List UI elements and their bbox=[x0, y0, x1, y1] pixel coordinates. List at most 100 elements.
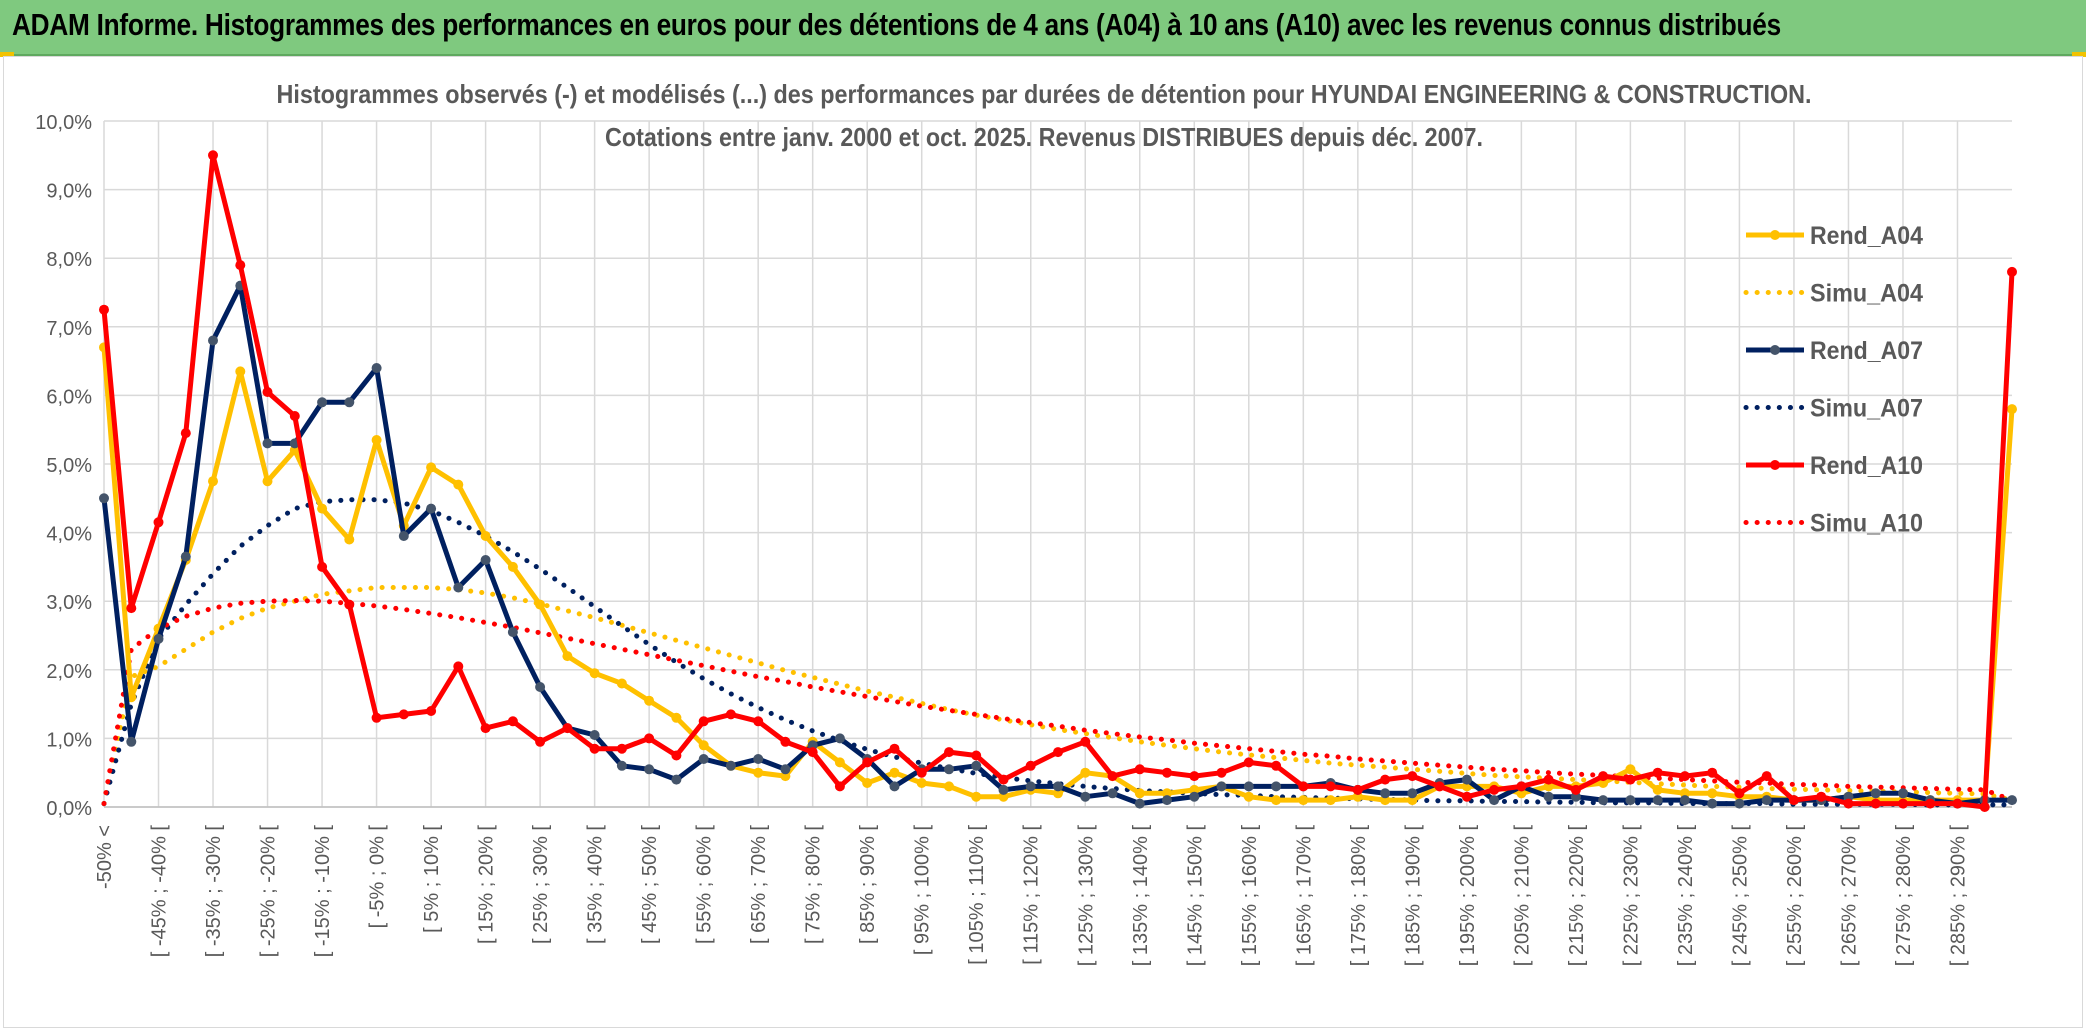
x-tick-label: [ -25% ; -20% [ bbox=[258, 825, 280, 958]
corner-mark-left bbox=[0, 52, 14, 57]
x-tick-label: [ 175% ; 180% [ bbox=[1348, 825, 1370, 967]
legend-label: Rend_A07 bbox=[1810, 337, 1923, 365]
data-point-rend_a10 bbox=[1707, 767, 1718, 778]
data-point-rend_a07 bbox=[180, 551, 191, 562]
data-point-rend_a10 bbox=[1870, 798, 1881, 809]
legend-item-simu_a10: Simu_A10 bbox=[1743, 510, 1923, 538]
data-point-rend_a04 bbox=[507, 561, 518, 572]
data-point-rend_a10 bbox=[1761, 771, 1772, 782]
legend-item-simu_a04: Simu_A04 bbox=[1743, 280, 1923, 308]
data-point-rend_a10 bbox=[1598, 771, 1609, 782]
x-tick-label: [ 5% ; 10% [ bbox=[421, 825, 443, 933]
data-point-rend_a04 bbox=[616, 678, 627, 689]
x-tick-label: [ 125% ; 130% [ bbox=[1075, 825, 1097, 967]
data-point-rend_a04 bbox=[644, 695, 655, 706]
data-point-rend_a07 bbox=[753, 754, 764, 764]
legend-item-simu_a07: Simu_A07 bbox=[1743, 395, 1923, 423]
data-point-rend_a07 bbox=[1707, 798, 1718, 809]
legend-marker bbox=[1770, 460, 1780, 470]
data-point-rend_a04 bbox=[1271, 795, 1282, 806]
data-point-rend_a07 bbox=[1380, 788, 1391, 799]
y-tick-label: 7,0% bbox=[46, 318, 92, 340]
grid bbox=[103, 120, 2012, 808]
data-point-rend_a10 bbox=[644, 733, 655, 744]
x-tick-label: [ 235% ; 240% [ bbox=[1675, 825, 1697, 967]
series bbox=[99, 150, 2017, 812]
data-point-rend_a07 bbox=[1134, 798, 1145, 809]
y-tick-label: 10,0% bbox=[35, 112, 92, 134]
legend-label: Rend_A10 bbox=[1810, 452, 1923, 480]
data-point-rend_a10 bbox=[616, 743, 627, 754]
x-tick-label: [ 75% ; 80% [ bbox=[803, 825, 825, 944]
x-tick-label: [ 145% ; 150% [ bbox=[1184, 825, 1206, 967]
x-tick-label: [ 185% ; 190% [ bbox=[1402, 825, 1424, 967]
chart-title: Histogrammes observés (-) et modélisés (… bbox=[277, 79, 1812, 109]
legend-label: Simu_A04 bbox=[1810, 280, 1923, 308]
data-point-rend_a10 bbox=[426, 706, 437, 716]
data-point-rend_a07 bbox=[1652, 795, 1663, 806]
header-banner: ADAM Informe. Histogrammes des performan… bbox=[0, 0, 2086, 56]
axes: 0,0% 1,0% 2,0% 3,0% 4,0% 5,0% 6,0% 7,0% 8,0% 9,0%… bbox=[35, 112, 2012, 966]
data-point-rend_a10 bbox=[1053, 747, 1063, 758]
y-tick-label: 6,0% bbox=[46, 386, 92, 408]
data-point-rend_a04 bbox=[262, 476, 273, 487]
series-line-simu_a07 bbox=[101, 497, 2015, 808]
data-point-rend_a10 bbox=[1271, 760, 1282, 771]
data-point-rend_a10 bbox=[262, 387, 273, 397]
data-point-rend_a07 bbox=[1761, 795, 1772, 806]
x-tick-label: [ 265% ; 270% [ bbox=[1838, 825, 1860, 967]
data-point-rend_a04 bbox=[480, 531, 491, 541]
data-point-rend_a10 bbox=[1952, 798, 1963, 809]
legend-marker bbox=[1770, 230, 1780, 240]
data-point-rend_a07 bbox=[1843, 791, 1854, 802]
data-point-rend_a10 bbox=[1243, 757, 1254, 768]
data-point-rend_a10 bbox=[1352, 784, 1363, 795]
data-point-rend_a04 bbox=[916, 778, 927, 788]
data-point-rend_a07 bbox=[99, 493, 109, 504]
data-point-rend_a10 bbox=[2007, 266, 2017, 277]
data-point-rend_a10 bbox=[1162, 767, 1172, 778]
data-point-rend_a04 bbox=[1652, 784, 1663, 795]
data-point-rend_a07 bbox=[1080, 791, 1091, 802]
data-point-rend_a04 bbox=[1053, 788, 1063, 799]
data-point-rend_a10 bbox=[1189, 771, 1200, 782]
data-point-rend_a07 bbox=[1598, 795, 1609, 806]
y-tick-label: 1,0% bbox=[46, 729, 92, 751]
data-point-rend_a10 bbox=[208, 150, 218, 161]
data-point-rend_a10 bbox=[453, 661, 464, 672]
x-tick-label: [ 45% ; 50% [ bbox=[639, 825, 661, 944]
data-point-rend_a04 bbox=[426, 462, 437, 473]
data-point-rend_a04 bbox=[698, 740, 709, 751]
data-point-rend_a07 bbox=[1025, 781, 1036, 792]
data-point-rend_a10 bbox=[1080, 736, 1091, 747]
data-point-rend_a07 bbox=[698, 754, 709, 764]
data-point-rend_a04 bbox=[344, 534, 355, 545]
data-point-rend_a07 bbox=[344, 397, 355, 408]
data-point-rend_a07 bbox=[371, 363, 382, 373]
data-point-rend_a10 bbox=[180, 428, 191, 439]
data-point-rend_a04 bbox=[1516, 788, 1527, 799]
data-point-rend_a04 bbox=[671, 712, 682, 723]
data-point-rend_a04 bbox=[317, 503, 328, 514]
data-point-rend_a10 bbox=[371, 712, 382, 723]
data-point-rend_a04 bbox=[834, 757, 845, 768]
x-tick-label: [ 225% ; 230% [ bbox=[1620, 825, 1642, 967]
legend: Rend_A04 Simu_A04 Rend_A07 Simu_A07 Rend_A10… bbox=[1743, 222, 1923, 538]
data-point-rend_a07 bbox=[1734, 798, 1745, 809]
series-line-rend_a04 bbox=[101, 347, 2015, 803]
data-point-rend_a04 bbox=[753, 767, 764, 778]
data-point-rend_a10 bbox=[153, 517, 164, 528]
data-point-rend_a10 bbox=[725, 709, 736, 720]
data-point-rend_a07 bbox=[1162, 795, 1172, 806]
series-line-rend_a07 bbox=[101, 283, 2012, 807]
data-point-rend_a10 bbox=[344, 599, 355, 610]
x-tick-label: [ 95% ; 100% [ bbox=[912, 825, 934, 956]
data-point-rend_a10 bbox=[1325, 781, 1336, 792]
legend-label: Simu_A07 bbox=[1810, 395, 1923, 423]
corner-mark-right bbox=[2072, 52, 2086, 57]
series-line-simu_a10 bbox=[101, 597, 2015, 807]
chart-svg: 0,0% 1,0% 2,0% 3,0% 4,0% 5,0% 6,0% 7,0% 8,0% 9,0%… bbox=[35, 79, 2017, 966]
data-point-rend_a07 bbox=[1216, 781, 1227, 792]
data-point-rend_a10 bbox=[1570, 784, 1581, 795]
legend-item-rend_a10: Rend_A10 bbox=[1746, 452, 1923, 480]
